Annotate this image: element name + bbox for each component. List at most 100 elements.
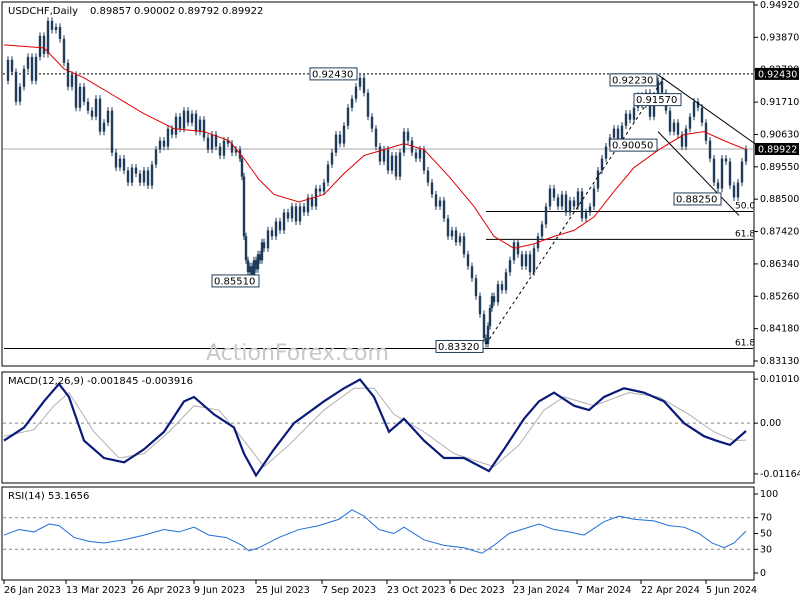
current-price-badge (755, 142, 799, 155)
candle-body (580, 191, 584, 219)
candle-body (744, 148, 748, 162)
candle-body (246, 260, 250, 273)
pivot-label: 0.92230 (612, 75, 653, 86)
candle-body (628, 113, 632, 120)
candle-body (612, 128, 616, 138)
ohlc-open: 0.89857 (90, 6, 131, 17)
date-tick-label: 23 Jan 2024 (513, 585, 570, 596)
candle-body (462, 236, 466, 255)
candle-body (242, 176, 246, 237)
date-tick-label: 7 Sep 2023 (322, 585, 376, 596)
candle-body (306, 197, 310, 213)
candle-body (680, 134, 684, 147)
pivot-label: 0.90050 (612, 141, 653, 152)
candle-body (624, 113, 628, 126)
candle-body (458, 236, 462, 243)
candle-body (162, 140, 166, 147)
candle-body (54, 26, 58, 30)
candle-body (158, 140, 162, 150)
candle-body (540, 224, 544, 237)
trendline (657, 131, 740, 216)
macd-header: MACD(12,26,9) -0.001845 -0.003916 (8, 376, 193, 387)
candle-body (98, 98, 102, 132)
candle-body (632, 107, 636, 120)
candle-body (374, 128, 378, 147)
candle-body (668, 110, 672, 132)
candle-body (410, 140, 414, 153)
candle-body (620, 125, 624, 141)
candle-body (406, 131, 410, 141)
pivot-label-box (673, 192, 722, 206)
candle-body (278, 221, 282, 231)
candle-body (492, 296, 496, 303)
pivot-label: 0.85510 (214, 276, 255, 287)
candle-body (266, 230, 270, 249)
candle-body (736, 182, 740, 198)
candle-body (350, 98, 354, 108)
candle-body (322, 182, 326, 192)
candle-body (274, 221, 278, 237)
candle-body (86, 101, 90, 111)
candle-body (466, 254, 470, 267)
candle-body (118, 158, 122, 168)
candle-body (532, 248, 536, 273)
candle-body (528, 254, 532, 273)
candle-body (270, 230, 274, 237)
price-panel-frame (1, 1, 755, 367)
candle-body (616, 128, 620, 141)
candle-body (62, 38, 66, 63)
candle-body (418, 149, 422, 159)
candle-body (390, 155, 394, 171)
candle-body (134, 167, 138, 174)
candle-body (442, 200, 446, 219)
candle-body (338, 134, 342, 144)
price-tick-label: 0.93870 (760, 32, 799, 43)
candle-body (122, 158, 126, 171)
rsi-tick-label: 100 (760, 489, 778, 500)
candle-body (560, 194, 564, 207)
candle-body (548, 188, 552, 207)
candle-body (282, 212, 286, 231)
candle-body (314, 188, 318, 207)
candle-body (588, 206, 592, 213)
rsi-tick-label: 70 (760, 513, 772, 524)
candle-body (358, 77, 362, 87)
candle-body (214, 134, 218, 147)
trendline (657, 74, 760, 148)
date-tick-label: 13 Mar 2023 (66, 585, 126, 596)
candle-body (226, 140, 230, 144)
candle-body (102, 122, 106, 132)
candle-body (496, 284, 500, 303)
candle-body (672, 122, 676, 132)
pivot-label: 0.92430 (312, 69, 353, 80)
price-tick-label: 0.84180 (760, 324, 799, 335)
macd-tick-label: 0.010101 (760, 374, 800, 385)
candle-body (6, 59, 10, 81)
candle-body (474, 278, 478, 297)
candle-body (262, 242, 266, 249)
candle-body (378, 146, 382, 162)
chart-header: USDCHF,Daily 0.89857 0.90002 0.89792 0.8… (8, 6, 263, 17)
candle-body (398, 152, 402, 177)
symbol-header: USDCHF,Daily (8, 6, 78, 17)
candle-body (512, 242, 516, 261)
candle-body (94, 98, 98, 117)
candle-body (708, 140, 712, 159)
candle-body (712, 158, 716, 183)
candle-body (446, 218, 450, 237)
candle-body (354, 86, 358, 99)
candle-body (202, 119, 206, 138)
candle-body (286, 212, 290, 219)
candle-body (720, 158, 724, 189)
candle-body (500, 284, 504, 291)
candle-body (166, 128, 170, 147)
candle-body (438, 200, 442, 207)
candle-body (234, 149, 238, 153)
candle-body (728, 161, 732, 186)
candle-body (302, 206, 306, 213)
pivot-label: 0.91570 (636, 95, 677, 106)
candle-body (82, 86, 86, 102)
price-tick-label: 0.94920 (760, 0, 799, 11)
candle-body (600, 158, 604, 171)
candle-body (210, 134, 214, 150)
